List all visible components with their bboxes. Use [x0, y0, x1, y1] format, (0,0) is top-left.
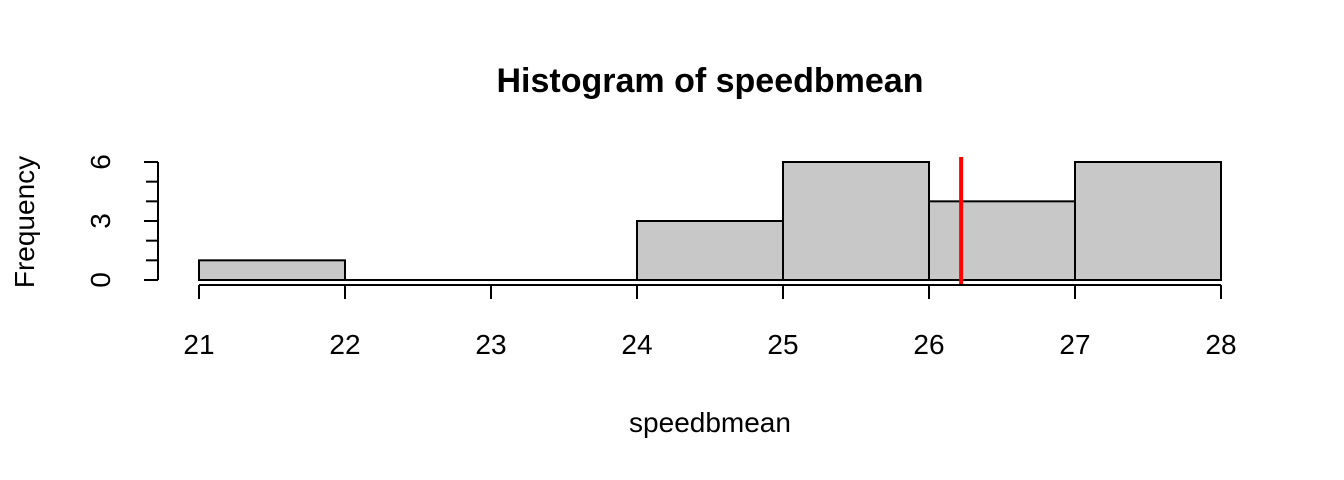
chart-title: Histogram of speedbmean [497, 62, 924, 100]
histogram-bar [636, 220, 784, 281]
histogram-bar [928, 200, 1076, 281]
x-axis-label: speedbmean [629, 407, 791, 438]
histogram-bar [782, 161, 930, 281]
x-tick-label: 27 [1059, 329, 1090, 360]
bars-group [198, 161, 1222, 282]
x-tick-label: 22 [329, 329, 360, 360]
x-tick-label: 24 [621, 329, 652, 360]
x-tick-label: 21 [183, 329, 214, 360]
histogram-bar [198, 259, 346, 282]
y-tick-label: 3 [85, 213, 116, 229]
y-axis-label: Frequency [9, 156, 40, 288]
x-tick-label: 28 [1205, 329, 1236, 360]
y-axis: 0 3 6 [85, 154, 159, 288]
y-tick-label: 6 [85, 154, 116, 170]
x-tick-label: 25 [767, 329, 798, 360]
x-tick-label: 26 [913, 329, 944, 360]
x-tick-label: 23 [475, 329, 506, 360]
histogram-bar [1074, 161, 1222, 281]
x-axis: 21 22 23 24 25 26 27 28 [183, 284, 1237, 360]
y-tick-label: 0 [85, 272, 116, 288]
